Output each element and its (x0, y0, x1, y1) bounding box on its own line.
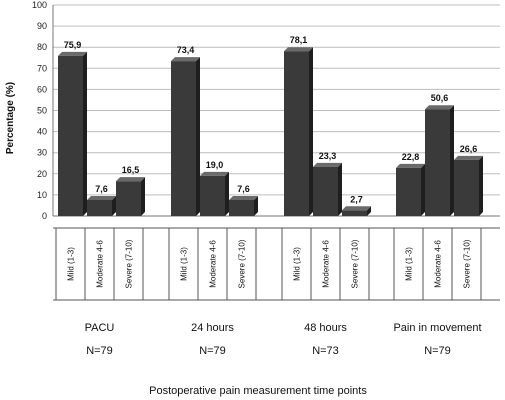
data-label: 26,6 (460, 144, 478, 154)
y-tick-label: 20 (37, 169, 47, 179)
bar (87, 199, 112, 216)
data-label: 78,1 (290, 35, 308, 45)
data-label: 19,0 (206, 160, 224, 170)
data-label: 16,5 (122, 165, 140, 175)
y-tick-label: 0 (42, 211, 47, 221)
category-table: Mild (1-3) Moderate 4-6 Severe (7-10) Mild … (53, 227, 500, 301)
bar-top (396, 163, 425, 168)
data-label: 75,9 (64, 40, 82, 50)
subcategory-label: Severe (7-10) (238, 239, 247, 288)
data-label: 22,8 (402, 152, 420, 162)
group-n-label: N=73 (312, 345, 339, 357)
data-label: 7,6 (237, 184, 250, 194)
subcategory-label: Mild (1-3) (293, 247, 302, 281)
subcategory-label: Mild (1-3) (67, 247, 76, 281)
bar (313, 166, 338, 216)
bar-side (479, 155, 483, 216)
subcategory-label: Severe (7-10) (463, 239, 472, 288)
y-tick-label: 80 (37, 42, 47, 52)
subcategory-label: Mild (1-3) (180, 247, 189, 281)
bar (425, 109, 450, 216)
bar-top (342, 206, 371, 211)
y-tick-label: 70 (37, 63, 47, 73)
bar-top (171, 57, 200, 62)
data-label: 73,4 (177, 45, 195, 55)
group-label: 48 hours (304, 322, 347, 334)
bar-side (83, 51, 87, 217)
bar-top (200, 171, 229, 176)
bar-side (254, 195, 258, 216)
bar (200, 175, 225, 216)
bars (58, 47, 483, 217)
bar (342, 210, 367, 216)
subcategory-label: Moderate 4-6 (434, 240, 443, 288)
bar-top (425, 105, 454, 110)
bar-side (112, 195, 116, 216)
bar (116, 181, 141, 216)
y-tick-label: 40 (37, 127, 47, 137)
bar-top (284, 47, 313, 52)
subcategory-label: Severe (7-10) (125, 239, 134, 288)
bar (454, 159, 479, 216)
y-tick-label: 60 (37, 84, 47, 94)
bar-side (338, 162, 342, 216)
bar-side (141, 177, 145, 216)
data-label: 7,6 (95, 184, 108, 194)
x-axis-label: Postoperative pain measurement time poin… (149, 385, 367, 397)
subcategory-label: Moderate 4-6 (96, 240, 105, 288)
bar (284, 51, 309, 216)
bar-top (116, 177, 145, 182)
group-labels: PACU N=79 24 hours N=79 48 hours N=73 Pain in … (85, 322, 482, 357)
group-label: Pain in movement (393, 322, 481, 334)
y-axis-ticks: 0 10 20 30 40 50 60 70 80 90 100 (32, 0, 47, 221)
bar-side (196, 57, 200, 216)
group-n-label: N=79 (86, 345, 113, 357)
y-axis-label: Percentage (%) (5, 82, 16, 154)
data-labels: 75,9 7,6 16,5 73,4 19,0 7,6 78,1 23,3 2,7 22,8 50,… (64, 35, 478, 204)
bar-top (87, 195, 116, 200)
subcategory-label: Moderate 4-6 (322, 240, 331, 288)
bar-side (309, 47, 313, 216)
y-tick-label: 50 (37, 106, 47, 116)
bar-side (450, 105, 454, 216)
group-n-label: N=79 (199, 345, 226, 357)
bar-top (313, 162, 342, 167)
group-n-label: N=79 (424, 345, 451, 357)
bar-side (367, 206, 371, 216)
data-label: 50,6 (431, 93, 449, 103)
bar (229, 199, 254, 216)
y-tick-label: 90 (37, 21, 47, 31)
bar (171, 61, 196, 216)
data-label: 2,7 (350, 194, 363, 204)
subcategory-label: Mild (1-3) (405, 247, 414, 281)
bar (58, 55, 83, 217)
group-label: PACU (85, 322, 115, 334)
bar (396, 167, 421, 216)
subcategory-label: Severe (7-10) (351, 239, 360, 288)
data-label: 23,3 (319, 151, 337, 161)
bar-top (58, 51, 87, 56)
y-tick-label: 30 (37, 148, 47, 158)
y-tick-label: 100 (32, 0, 47, 10)
bar-top (229, 195, 258, 200)
bar-top (454, 155, 483, 160)
subcategory-label: Moderate 4-6 (209, 240, 218, 288)
bar-side (225, 171, 229, 216)
bar-side (421, 163, 425, 216)
y-tick-label: 10 (37, 190, 47, 200)
group-label: 24 hours (191, 322, 234, 334)
